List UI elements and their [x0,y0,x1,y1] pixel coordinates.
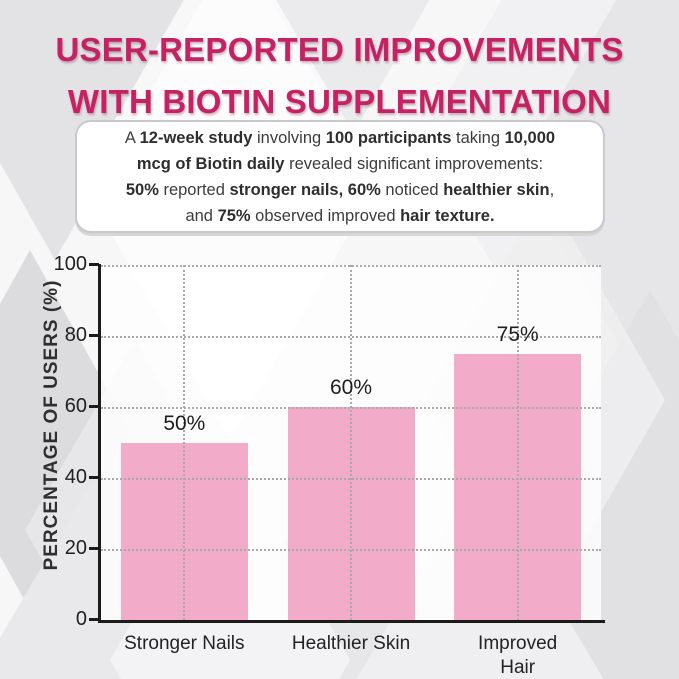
y-tick-mark [89,547,99,550]
x-category-label: Improved Hair Texture [478,633,558,678]
bar-value-label: 75% [496,322,539,346]
y-tick-label: 100 [53,253,87,276]
study-summary-line: A 12-week study involving 100 participan… [124,128,556,147]
vertical-gridline [183,265,186,620]
y-tick-label: 0 [75,608,87,631]
plot-area: 0 20 40 60 80 100 50% Stronger Nails 60% Healthie… [54,253,605,678]
y-tick-mark [89,405,99,408]
bar-value-label: 50% [163,411,206,435]
study-summary-card: A 12-week study involving 100 participan… [75,120,605,233]
y-tick-label: 20 [64,537,87,560]
x-axis-line [98,620,605,623]
study-summary-line: and 75% observed improved hair texture. [185,206,495,225]
page-title-line-2: WITH BIOTIN SUPPLEMENTATION [67,83,612,120]
y-tick-label: 40 [64,466,87,489]
study-summary-line: mcg of Biotin daily revealed significant… [136,154,544,173]
y-tick-label: 80 [64,324,87,347]
study-summary-line: 50% reported stronger nails, 60% noticed… [125,180,555,199]
y-tick-label: 60 [64,395,87,418]
x-category-label: Stronger Nails [124,633,245,654]
vertical-gridline [350,265,352,620]
y-tick-mark [89,618,99,621]
y-tick-mark [89,476,99,479]
y-axis-line [98,264,101,623]
page-title-line-1: USER-REPORTED IMPROVEMENTS [55,31,624,68]
y-axis-title: PERCENTAGE OF USERS (%) [41,279,62,571]
bar-value-label: 60% [329,376,373,399]
y-tick-mark [89,263,99,266]
page-title: USER-REPORTED IMPROVEMENTS WITH BIOTIN S… [0,24,679,128]
vertical-gridline [516,265,519,620]
y-tick-mark [89,334,99,337]
x-category-label: Healthier Skin [291,633,411,654]
